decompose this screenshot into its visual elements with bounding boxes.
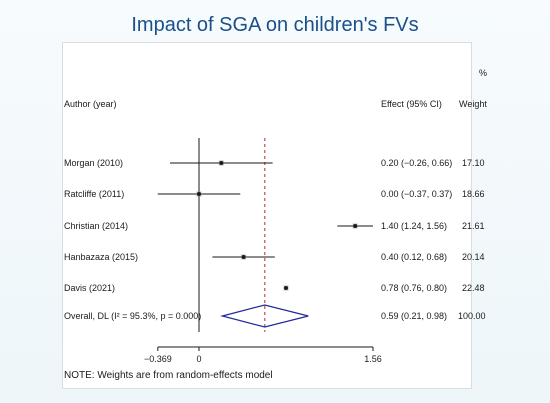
study-column-header: Author (year)	[64, 99, 117, 109]
study-point	[284, 286, 288, 290]
overall-effect-text: 0.59 (0.21, 0.98)	[381, 311, 447, 321]
study-effect-text: 1.40 (1.24, 1.56)	[381, 221, 447, 231]
study-rows: Morgan (2010) 0.20 (−0.26, 0.66) 17.10 Ratc…	[64, 138, 486, 332]
study-point	[219, 161, 224, 165]
study-label: Ratcliffe (2011)	[64, 189, 124, 199]
x-axis: −0.369 0 1.56	[144, 346, 382, 364]
overall-label: Overall, DL (I² = 95.3%, p = 0.000)	[64, 311, 201, 321]
study-effect-text: 0.20 (−0.26, 0.66)	[381, 158, 452, 168]
x-axis-tick-label: 1.56	[364, 354, 382, 364]
x-axis-tick-label: 0	[196, 354, 201, 364]
study-effect-text: 0.00 (−0.37, 0.37)	[381, 189, 452, 199]
footnote: NOTE: Weights are from random-effects mo…	[64, 370, 273, 381]
x-axis-tick-label: −0.369	[144, 354, 172, 364]
study-label: Christian (2014)	[64, 221, 128, 231]
study-weight: 17.10	[462, 158, 485, 168]
overall-weight: 100.00	[458, 311, 486, 321]
chart-title: Impact of SGA on children's FVs	[131, 14, 419, 36]
study-effect-text: 0.78 (0.76, 0.80)	[381, 283, 447, 293]
study-weight: 18.66	[462, 189, 485, 199]
study-effect-text: 0.40 (0.12, 0.68)	[381, 252, 447, 262]
study-label: Hanbazaza (2015)	[64, 252, 138, 262]
weight-percent-header: %	[479, 68, 487, 78]
plot-panel	[62, 42, 472, 389]
study-point	[353, 224, 358, 228]
weight-column-header: Weight	[459, 99, 487, 109]
study-weight: 21.61	[462, 221, 485, 231]
overall-diamond	[220, 304, 309, 328]
study-weight: 22.48	[462, 283, 485, 293]
study-point	[241, 255, 246, 259]
study-label: Davis (2021)	[64, 283, 115, 293]
effect-column-header: Effect (95% CI)	[381, 99, 442, 109]
table-header: % Author (year) Effect (95% CI) Weight	[64, 68, 487, 109]
study-point	[197, 192, 201, 196]
study-label: Morgan (2010)	[64, 158, 123, 168]
study-weight: 20.14	[462, 252, 485, 262]
